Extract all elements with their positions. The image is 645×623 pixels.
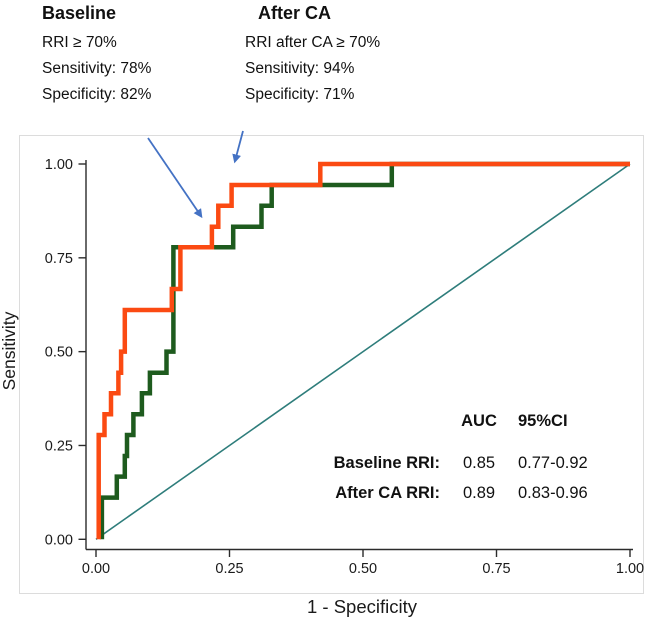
- after-ca-annotation: After CA RRI after CA ≥ 70% Sensitivity:…: [245, 3, 380, 108]
- x-tick-label: 0.25: [215, 561, 243, 577]
- after-ca-roc-curve: [96, 161, 630, 540]
- after-ca-ci-value: 0.83-0.96: [518, 484, 588, 502]
- x-tick-label: 1.00: [616, 561, 644, 577]
- y-tick-label: 0.25: [45, 438, 73, 454]
- plot-region-border: [19, 135, 644, 594]
- auc-table-corner: [326, 406, 448, 436]
- y-tick-label: 0.75: [45, 251, 73, 267]
- x-tick-label: 0.75: [482, 561, 510, 577]
- after-ca-sensitivity-text: Sensitivity: 94%: [245, 60, 355, 77]
- after-ca-annotation-title: After CA: [258, 3, 332, 23]
- baseline-cutoff-text: RRI ≥ 70%: [42, 34, 117, 51]
- baseline-auc-value: 0.85: [462, 454, 496, 472]
- after-ca-row-label: After CA RRI:: [335, 484, 440, 502]
- roc-curves: [95, 161, 631, 540]
- x-tick-label: 0.50: [349, 561, 377, 577]
- annotation-arrows: [147, 130, 244, 219]
- baseline-ci-value: 0.77-0.92: [518, 454, 588, 472]
- y-tick-label: 0.00: [45, 532, 73, 548]
- baseline-sensitivity-text: Sensitivity: 78%: [42, 60, 152, 77]
- y-tick-label: 1.00: [45, 157, 73, 173]
- baseline-arrow: [147, 137, 203, 219]
- y-axis-ticks: 0.00 0.25 0.50 0.75 1.00: [45, 157, 86, 548]
- baseline-specificity-text: Specificity: 82%: [42, 86, 152, 103]
- baseline-roc-curve: [99, 161, 630, 540]
- auc-column-header: AUC: [461, 412, 497, 430]
- after-ca-cutoff-text: RRI after CA ≥ 70%: [245, 34, 381, 51]
- axes: [85, 160, 633, 551]
- baseline-annotation-title: Baseline: [42, 3, 117, 23]
- after-ca-specificity-text: Specificity: 71%: [245, 86, 355, 103]
- baseline-row-label: Baseline RRI:: [333, 454, 440, 472]
- x-axis-ticks: 0.00 0.25 0.50 0.75 1.00: [82, 549, 644, 577]
- ci-column-header: 95%CI: [518, 412, 568, 430]
- auc-table: AUC 95%CI Baseline RRI: 0.85 0.77-0.92 A…: [326, 406, 626, 508]
- after-ca-auc-value: 0.89: [462, 484, 496, 502]
- y-axis-title: Sensitivity: [0, 311, 19, 390]
- x-axis-title: 1 - Specificity: [307, 596, 418, 617]
- x-tick-label: 0.00: [82, 561, 110, 577]
- y-tick-label: 0.50: [45, 345, 73, 361]
- reference-diagonal-line: [95, 163, 631, 540]
- after-ca-arrow: [232, 130, 244, 164]
- baseline-annotation: Baseline RRI ≥ 70% Sensitivity: 78% Spec…: [42, 3, 151, 108]
